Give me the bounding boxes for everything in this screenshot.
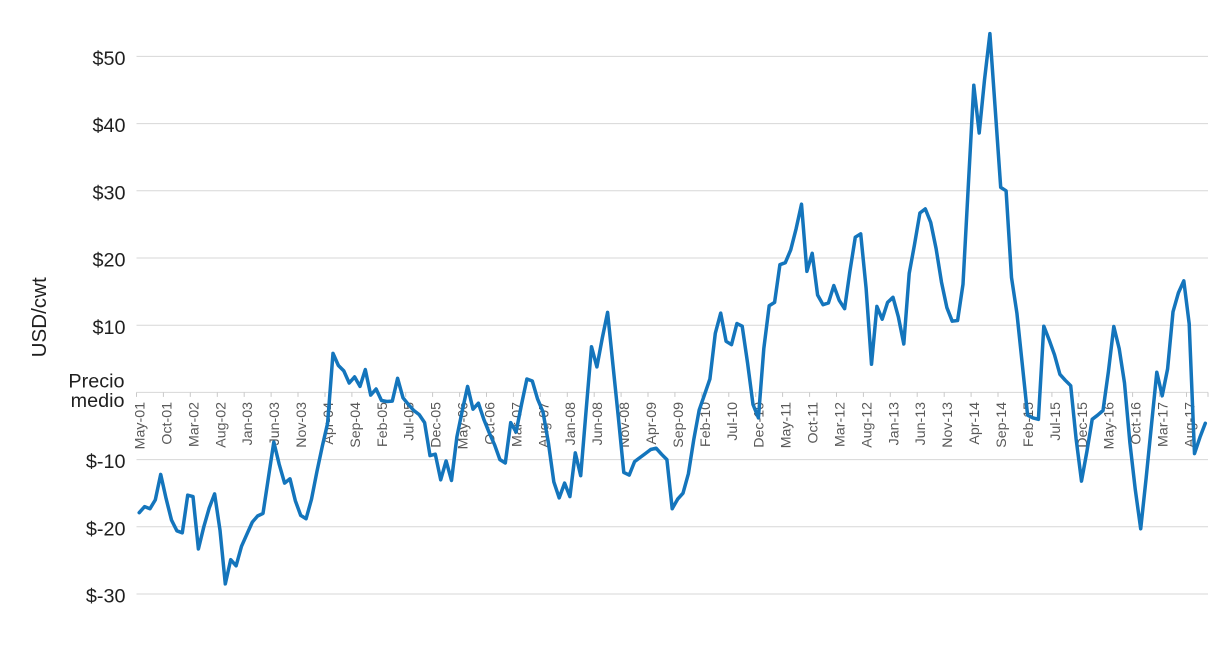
svg-text:Sep-09: Sep-09: [671, 402, 687, 448]
svg-text:Sep-14: Sep-14: [994, 402, 1010, 448]
svg-text:Oct-01: Oct-01: [159, 402, 175, 445]
svg-text:$-30: $-30: [86, 586, 126, 608]
svg-text:Mar-02: Mar-02: [186, 402, 202, 447]
svg-text:Jun-03: Jun-03: [267, 402, 283, 445]
svg-text:Jul-10: Jul-10: [725, 402, 741, 441]
svg-text:Jun-13: Jun-13: [913, 402, 929, 445]
svg-text:$10: $10: [92, 317, 125, 339]
svg-text:Mar-12: Mar-12: [833, 402, 849, 447]
svg-text:May-01: May-01: [133, 402, 149, 449]
svg-text:May-16: May-16: [1102, 402, 1118, 449]
svg-text:$30: $30: [92, 182, 125, 204]
svg-text:$40: $40: [92, 115, 125, 137]
svg-text:Sep-04: Sep-04: [348, 402, 364, 448]
svg-text:Aug-12: Aug-12: [859, 402, 875, 448]
svg-text:Dec-05: Dec-05: [429, 402, 445, 448]
svg-text:Jul-15: Jul-15: [1048, 402, 1064, 441]
svg-text:Oct-16: Oct-16: [1129, 402, 1145, 445]
svg-text:Jan-03: Jan-03: [240, 402, 256, 445]
svg-text:Jan-13: Jan-13: [886, 402, 902, 445]
svg-text:Nov-13: Nov-13: [940, 402, 956, 448]
svg-text:$20: $20: [92, 250, 125, 272]
svg-text:Mar-17: Mar-17: [1156, 402, 1172, 447]
svg-text:Aug-17: Aug-17: [1183, 402, 1199, 448]
svg-text:medio: medio: [71, 390, 125, 412]
svg-text:Aug-02: Aug-02: [213, 402, 229, 448]
svg-text:Jun-08: Jun-08: [590, 402, 606, 445]
svg-text:May-06: May-06: [456, 402, 472, 449]
svg-text:Dec-15: Dec-15: [1075, 402, 1091, 448]
svg-text:May-11: May-11: [779, 402, 795, 448]
svg-text:Oct-11: Oct-11: [806, 402, 822, 444]
svg-text:Precio: Precio: [68, 371, 124, 393]
svg-text:$-20: $-20: [86, 518, 126, 540]
svg-text:Apr-09: Apr-09: [644, 402, 660, 445]
svg-text:$-10: $-10: [86, 451, 126, 473]
svg-text:Apr-14: Apr-14: [967, 402, 983, 445]
svg-text:$50: $50: [92, 48, 125, 70]
svg-text:Feb-10: Feb-10: [698, 402, 714, 447]
svg-text:Feb-05: Feb-05: [375, 402, 391, 447]
svg-text:USD/cwt: USD/cwt: [28, 277, 51, 357]
svg-text:Nov-03: Nov-03: [294, 402, 310, 448]
svg-text:Oct-06: Oct-06: [483, 402, 499, 445]
svg-text:Jan-08: Jan-08: [563, 402, 579, 445]
svg-text:Feb-15: Feb-15: [1021, 402, 1037, 447]
